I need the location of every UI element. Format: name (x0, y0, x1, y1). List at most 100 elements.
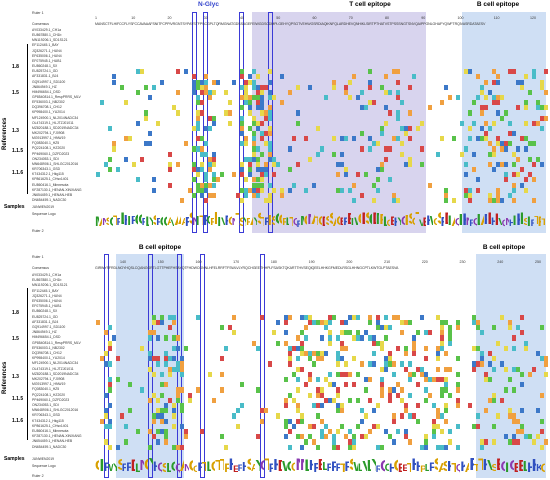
variant-cell (368, 84, 372, 90)
group-label: 1.1.5 (12, 396, 24, 402)
variant-cell (432, 423, 436, 429)
variant-cell (240, 94, 244, 101)
logo-letter: D (131, 458, 135, 474)
logo-letter: Y (397, 217, 401, 228)
logo-letter: F (343, 216, 347, 228)
variant-cell (404, 351, 408, 357)
variant-cell (480, 105, 484, 111)
variant-cell (204, 89, 208, 95)
logo-letter: L (367, 459, 371, 474)
variant-cell (216, 177, 220, 183)
variant-cell (260, 167, 264, 173)
variant-cell (448, 340, 452, 346)
variant-cell (360, 335, 364, 341)
variant-cell (456, 325, 460, 331)
variant-cell (480, 330, 484, 336)
logo-letter: L (135, 461, 140, 474)
variant-cell (224, 110, 228, 116)
variant-cell (424, 356, 428, 362)
variant-cell (360, 89, 364, 95)
variant-cell (468, 136, 472, 142)
logo-letter: Q (175, 462, 180, 474)
variant-cell (240, 141, 244, 147)
variant-cell (188, 187, 192, 193)
variant-cell (308, 434, 312, 440)
variant-cell (396, 197, 400, 204)
variant-cell (500, 314, 504, 320)
sequence-logo-2: GIRWYSFRDLNGYHQSLCQANGGRTLGTTPHEFHSAYQTF… (95, 456, 545, 474)
variant-cell (164, 439, 168, 445)
variant-cell (448, 366, 452, 372)
variant-cell (240, 105, 244, 111)
variant-cell (128, 382, 132, 388)
variant-cell (340, 345, 344, 351)
variant-cell (520, 423, 524, 429)
variant-cell (272, 94, 276, 101)
logo-letter: M (300, 215, 304, 228)
variant-cell (288, 314, 292, 320)
variant-cell (464, 69, 468, 75)
variant-cell (424, 387, 428, 393)
variant-cell (368, 136, 372, 142)
logo-letter: E (397, 461, 403, 474)
variant-cell (176, 444, 180, 450)
reference-row-label: EU860248.1_SX (32, 64, 58, 69)
variant-cell (260, 100, 264, 106)
variant-cell (404, 345, 408, 351)
variant-cell (520, 371, 524, 377)
variant-cell (512, 413, 516, 419)
variant-cell (532, 141, 536, 147)
logo-letter: H (411, 457, 415, 474)
variant-cell (116, 167, 120, 173)
variant-cell (500, 141, 504, 147)
variant-cell (300, 366, 304, 372)
variant-cell (404, 366, 408, 372)
variant-cell (372, 351, 376, 357)
variant-cell (348, 371, 352, 377)
logo-letter: H (389, 461, 394, 474)
variant-cell (492, 69, 496, 75)
logo-letter: S (523, 217, 527, 228)
logo-letter: A (250, 211, 254, 228)
variant-cell (380, 161, 384, 168)
variant-cell (284, 397, 288, 403)
variant-cell (404, 408, 408, 414)
logo-letter: T (261, 215, 265, 228)
variant-cell (496, 187, 500, 193)
variant-cell (212, 120, 216, 126)
variant-cell (468, 192, 472, 198)
variant-cell (144, 115, 148, 121)
variant-cell (160, 314, 164, 320)
variant-cell (452, 136, 456, 142)
variant-cell (416, 330, 420, 336)
variant-cell (524, 434, 528, 440)
variant-cell (516, 105, 520, 111)
ruler-tick: 230 (459, 260, 466, 264)
variant-cell (292, 371, 296, 377)
logo-letter: R (103, 462, 109, 474)
variant-cell (260, 131, 264, 137)
variant-cell (532, 120, 536, 126)
variant-cell (260, 110, 264, 116)
variant-cell (136, 89, 140, 95)
variant-cell (260, 172, 264, 178)
variant-cell (364, 105, 368, 111)
logo-letter: G (189, 458, 193, 474)
variant-cell (196, 146, 200, 152)
variant-cell (136, 177, 140, 183)
variant-cell (508, 325, 512, 331)
variant-cell (196, 110, 200, 116)
logo-letter: Q (401, 215, 405, 228)
variant-cell (104, 408, 108, 414)
variant-cell (332, 397, 336, 403)
variant-cell (240, 84, 244, 90)
variant-cell (244, 192, 248, 198)
variant-cell (216, 79, 220, 85)
variant-cell (480, 136, 484, 142)
reference-row-label: FQ083040.1_HZ5 (32, 387, 60, 392)
variant-cell (132, 161, 136, 168)
consensus-sequence-2: GIRWYSFRDLNGYHQSLCQANGGRTLGTTPHEFHSAYQTF… (95, 266, 399, 270)
logo-letter: N (184, 463, 189, 474)
logo-letter: F (313, 460, 318, 474)
variant-cell (324, 351, 328, 357)
